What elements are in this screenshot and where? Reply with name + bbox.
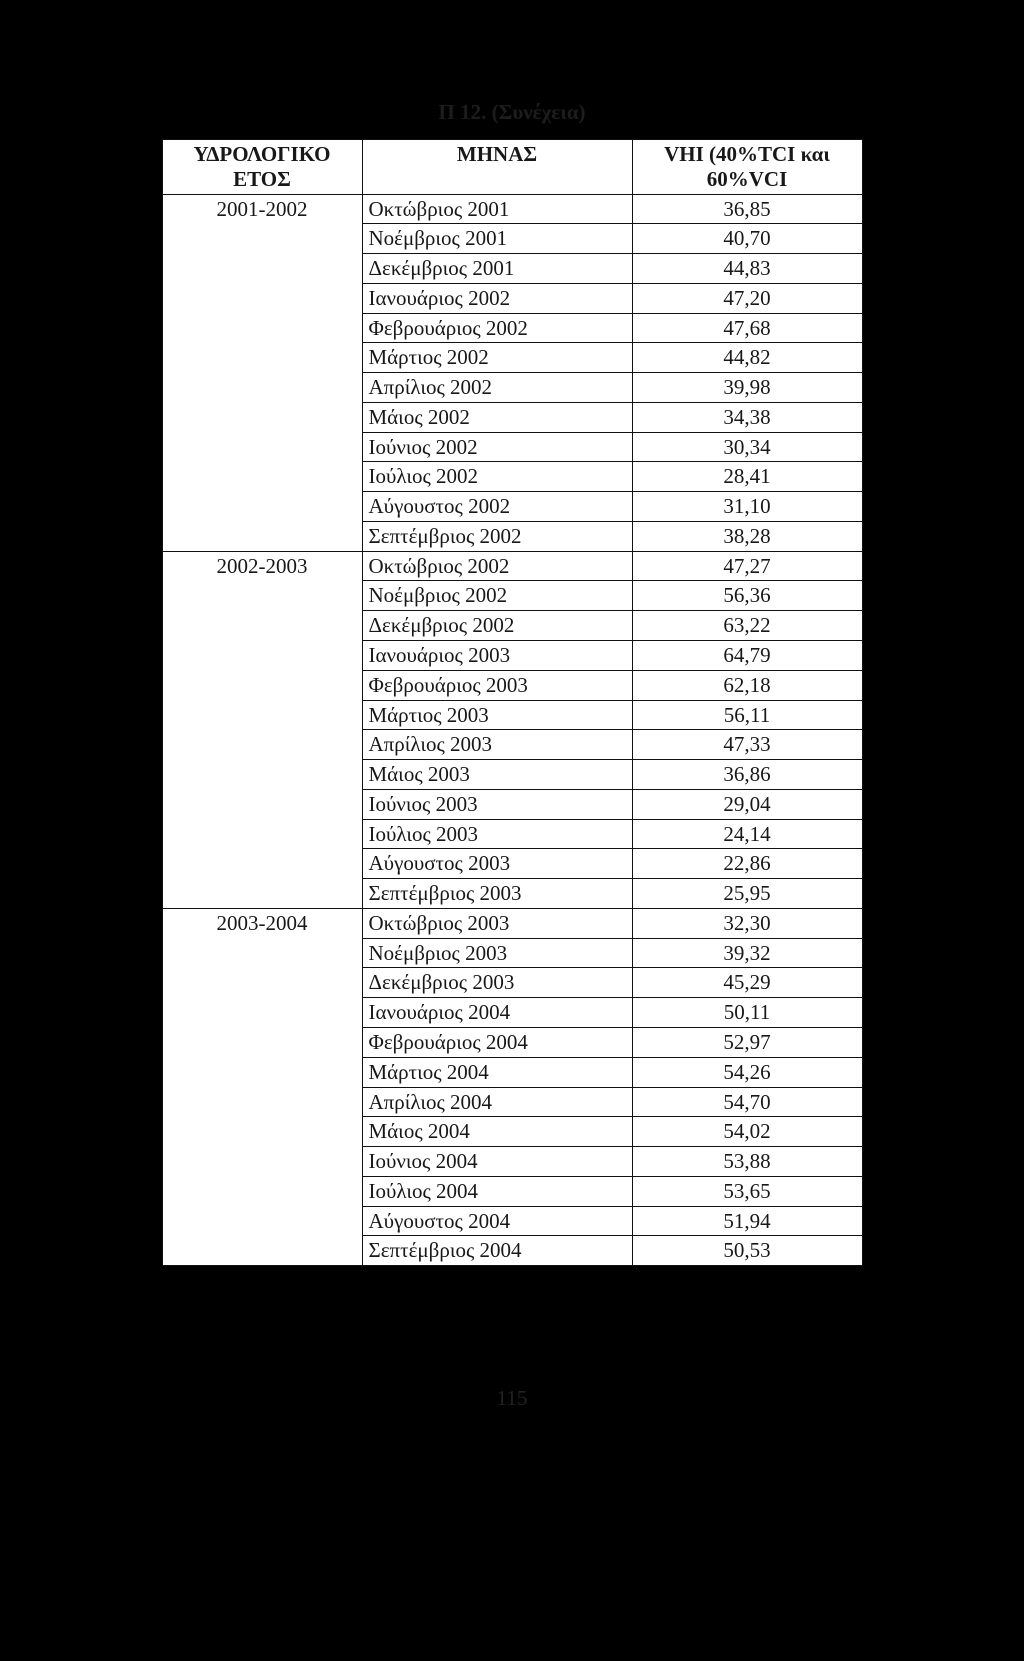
header-year: ΥΔΡΟΛΟΓΙΚΟ ΕΤΟΣ xyxy=(162,140,362,195)
table-caption: Π 12. (Συνέχεια) xyxy=(62,100,962,125)
value-cell: 54,02 xyxy=(632,1117,862,1147)
month-cell: Μάιος 2004 xyxy=(362,1117,632,1147)
value-cell: 22,86 xyxy=(632,849,862,879)
year-cell: 2003-2004 xyxy=(162,908,362,1265)
table-row: 2002-2003Οκτώβριος 200247,27 xyxy=(162,551,862,581)
month-cell: Ιούνιος 2004 xyxy=(362,1147,632,1177)
month-cell: Οκτώβριος 2001 xyxy=(362,194,632,224)
month-cell: Απρίλιος 2004 xyxy=(362,1087,632,1117)
value-cell: 39,98 xyxy=(632,373,862,403)
document-page: Π 12. (Συνέχεια) ΥΔΡΟΛΟΓΙΚΟ ΕΤΟΣ ΜΗΝΑΣ V… xyxy=(62,100,962,1411)
value-cell: 47,27 xyxy=(632,551,862,581)
month-cell: Απρίλιος 2002 xyxy=(362,373,632,403)
month-cell: Ιανουάριος 2003 xyxy=(362,641,632,671)
value-cell: 24,14 xyxy=(632,819,862,849)
value-cell: 56,36 xyxy=(632,581,862,611)
value-cell: 62,18 xyxy=(632,670,862,700)
value-cell: 50,11 xyxy=(632,998,862,1028)
month-cell: Σεπτέμβριος 2004 xyxy=(362,1236,632,1266)
value-cell: 39,32 xyxy=(632,938,862,968)
value-cell: 25,95 xyxy=(632,879,862,909)
month-cell: Ιούνιος 2002 xyxy=(362,432,632,462)
value-cell: 53,88 xyxy=(632,1147,862,1177)
value-cell: 40,70 xyxy=(632,224,862,254)
value-cell: 36,86 xyxy=(632,760,862,790)
month-cell: Νοέμβριος 2003 xyxy=(362,938,632,968)
month-cell: Σεπτέμβριος 2003 xyxy=(362,879,632,909)
table-body: 2001-2002Οκτώβριος 200136,85Νοέμβριος 20… xyxy=(162,194,862,1266)
year-cell: 2001-2002 xyxy=(162,194,362,551)
value-cell: 51,94 xyxy=(632,1206,862,1236)
month-cell: Δεκέμβριος 2003 xyxy=(362,968,632,998)
month-cell: Δεκέμβριος 2001 xyxy=(362,254,632,284)
month-cell: Μάρτιος 2002 xyxy=(362,343,632,373)
month-cell: Μάρτιος 2004 xyxy=(362,1057,632,1087)
month-cell: Αύγουστος 2002 xyxy=(362,492,632,522)
page-number: 115 xyxy=(62,1386,962,1411)
year-cell: 2002-2003 xyxy=(162,551,362,908)
value-cell: 54,26 xyxy=(632,1057,862,1087)
month-cell: Αύγουστος 2003 xyxy=(362,849,632,879)
month-cell: Ιούλιος 2003 xyxy=(362,819,632,849)
month-cell: Νοέμβριος 2001 xyxy=(362,224,632,254)
value-cell: 38,28 xyxy=(632,521,862,551)
value-cell: 52,97 xyxy=(632,1027,862,1057)
value-cell: 47,68 xyxy=(632,313,862,343)
month-cell: Αύγουστος 2004 xyxy=(362,1206,632,1236)
month-cell: Μάιος 2003 xyxy=(362,760,632,790)
month-cell: Φεβρουάριος 2003 xyxy=(362,670,632,700)
month-cell: Οκτώβριος 2003 xyxy=(362,908,632,938)
value-cell: 31,10 xyxy=(632,492,862,522)
month-cell: Απρίλιος 2003 xyxy=(362,730,632,760)
value-cell: 56,11 xyxy=(632,700,862,730)
month-cell: Μάρτιος 2003 xyxy=(362,700,632,730)
month-cell: Ιούλιος 2004 xyxy=(362,1176,632,1206)
value-cell: 54,70 xyxy=(632,1087,862,1117)
header-month: ΜΗΝΑΣ xyxy=(362,140,632,195)
value-cell: 29,04 xyxy=(632,789,862,819)
month-cell: Σεπτέμβριος 2002 xyxy=(362,521,632,551)
value-cell: 32,30 xyxy=(632,908,862,938)
value-cell: 36,85 xyxy=(632,194,862,224)
value-cell: 53,65 xyxy=(632,1176,862,1206)
month-cell: Μάιος 2002 xyxy=(362,402,632,432)
header-value: VHI (40%TCI και 60%VCI xyxy=(632,140,862,195)
month-cell: Δεκέμβριος 2002 xyxy=(362,611,632,641)
value-cell: 44,83 xyxy=(632,254,862,284)
table-header: ΥΔΡΟΛΟΓΙΚΟ ΕΤΟΣ ΜΗΝΑΣ VHI (40%TCI και 60… xyxy=(162,140,862,195)
value-cell: 64,79 xyxy=(632,641,862,671)
value-cell: 44,82 xyxy=(632,343,862,373)
value-cell: 63,22 xyxy=(632,611,862,641)
value-cell: 50,53 xyxy=(632,1236,862,1266)
month-cell: Ιανουάριος 2002 xyxy=(362,283,632,313)
month-cell: Ιανουάριος 2004 xyxy=(362,998,632,1028)
value-cell: 28,41 xyxy=(632,462,862,492)
table-row: 2003-2004Οκτώβριος 200332,30 xyxy=(162,908,862,938)
month-cell: Νοέμβριος 2002 xyxy=(362,581,632,611)
table-row: 2001-2002Οκτώβριος 200136,85 xyxy=(162,194,862,224)
month-cell: Ιούλιος 2002 xyxy=(362,462,632,492)
month-cell: Ιούνιος 2003 xyxy=(362,789,632,819)
value-cell: 34,38 xyxy=(632,402,862,432)
value-cell: 47,33 xyxy=(632,730,862,760)
month-cell: Φεβρουάριος 2002 xyxy=(362,313,632,343)
month-cell: Οκτώβριος 2002 xyxy=(362,551,632,581)
value-cell: 45,29 xyxy=(632,968,862,998)
value-cell: 47,20 xyxy=(632,283,862,313)
value-cell: 30,34 xyxy=(632,432,862,462)
month-cell: Φεβρουάριος 2004 xyxy=(362,1027,632,1057)
vhi-table: ΥΔΡΟΛΟΓΙΚΟ ΕΤΟΣ ΜΗΝΑΣ VHI (40%TCI και 60… xyxy=(162,139,863,1266)
